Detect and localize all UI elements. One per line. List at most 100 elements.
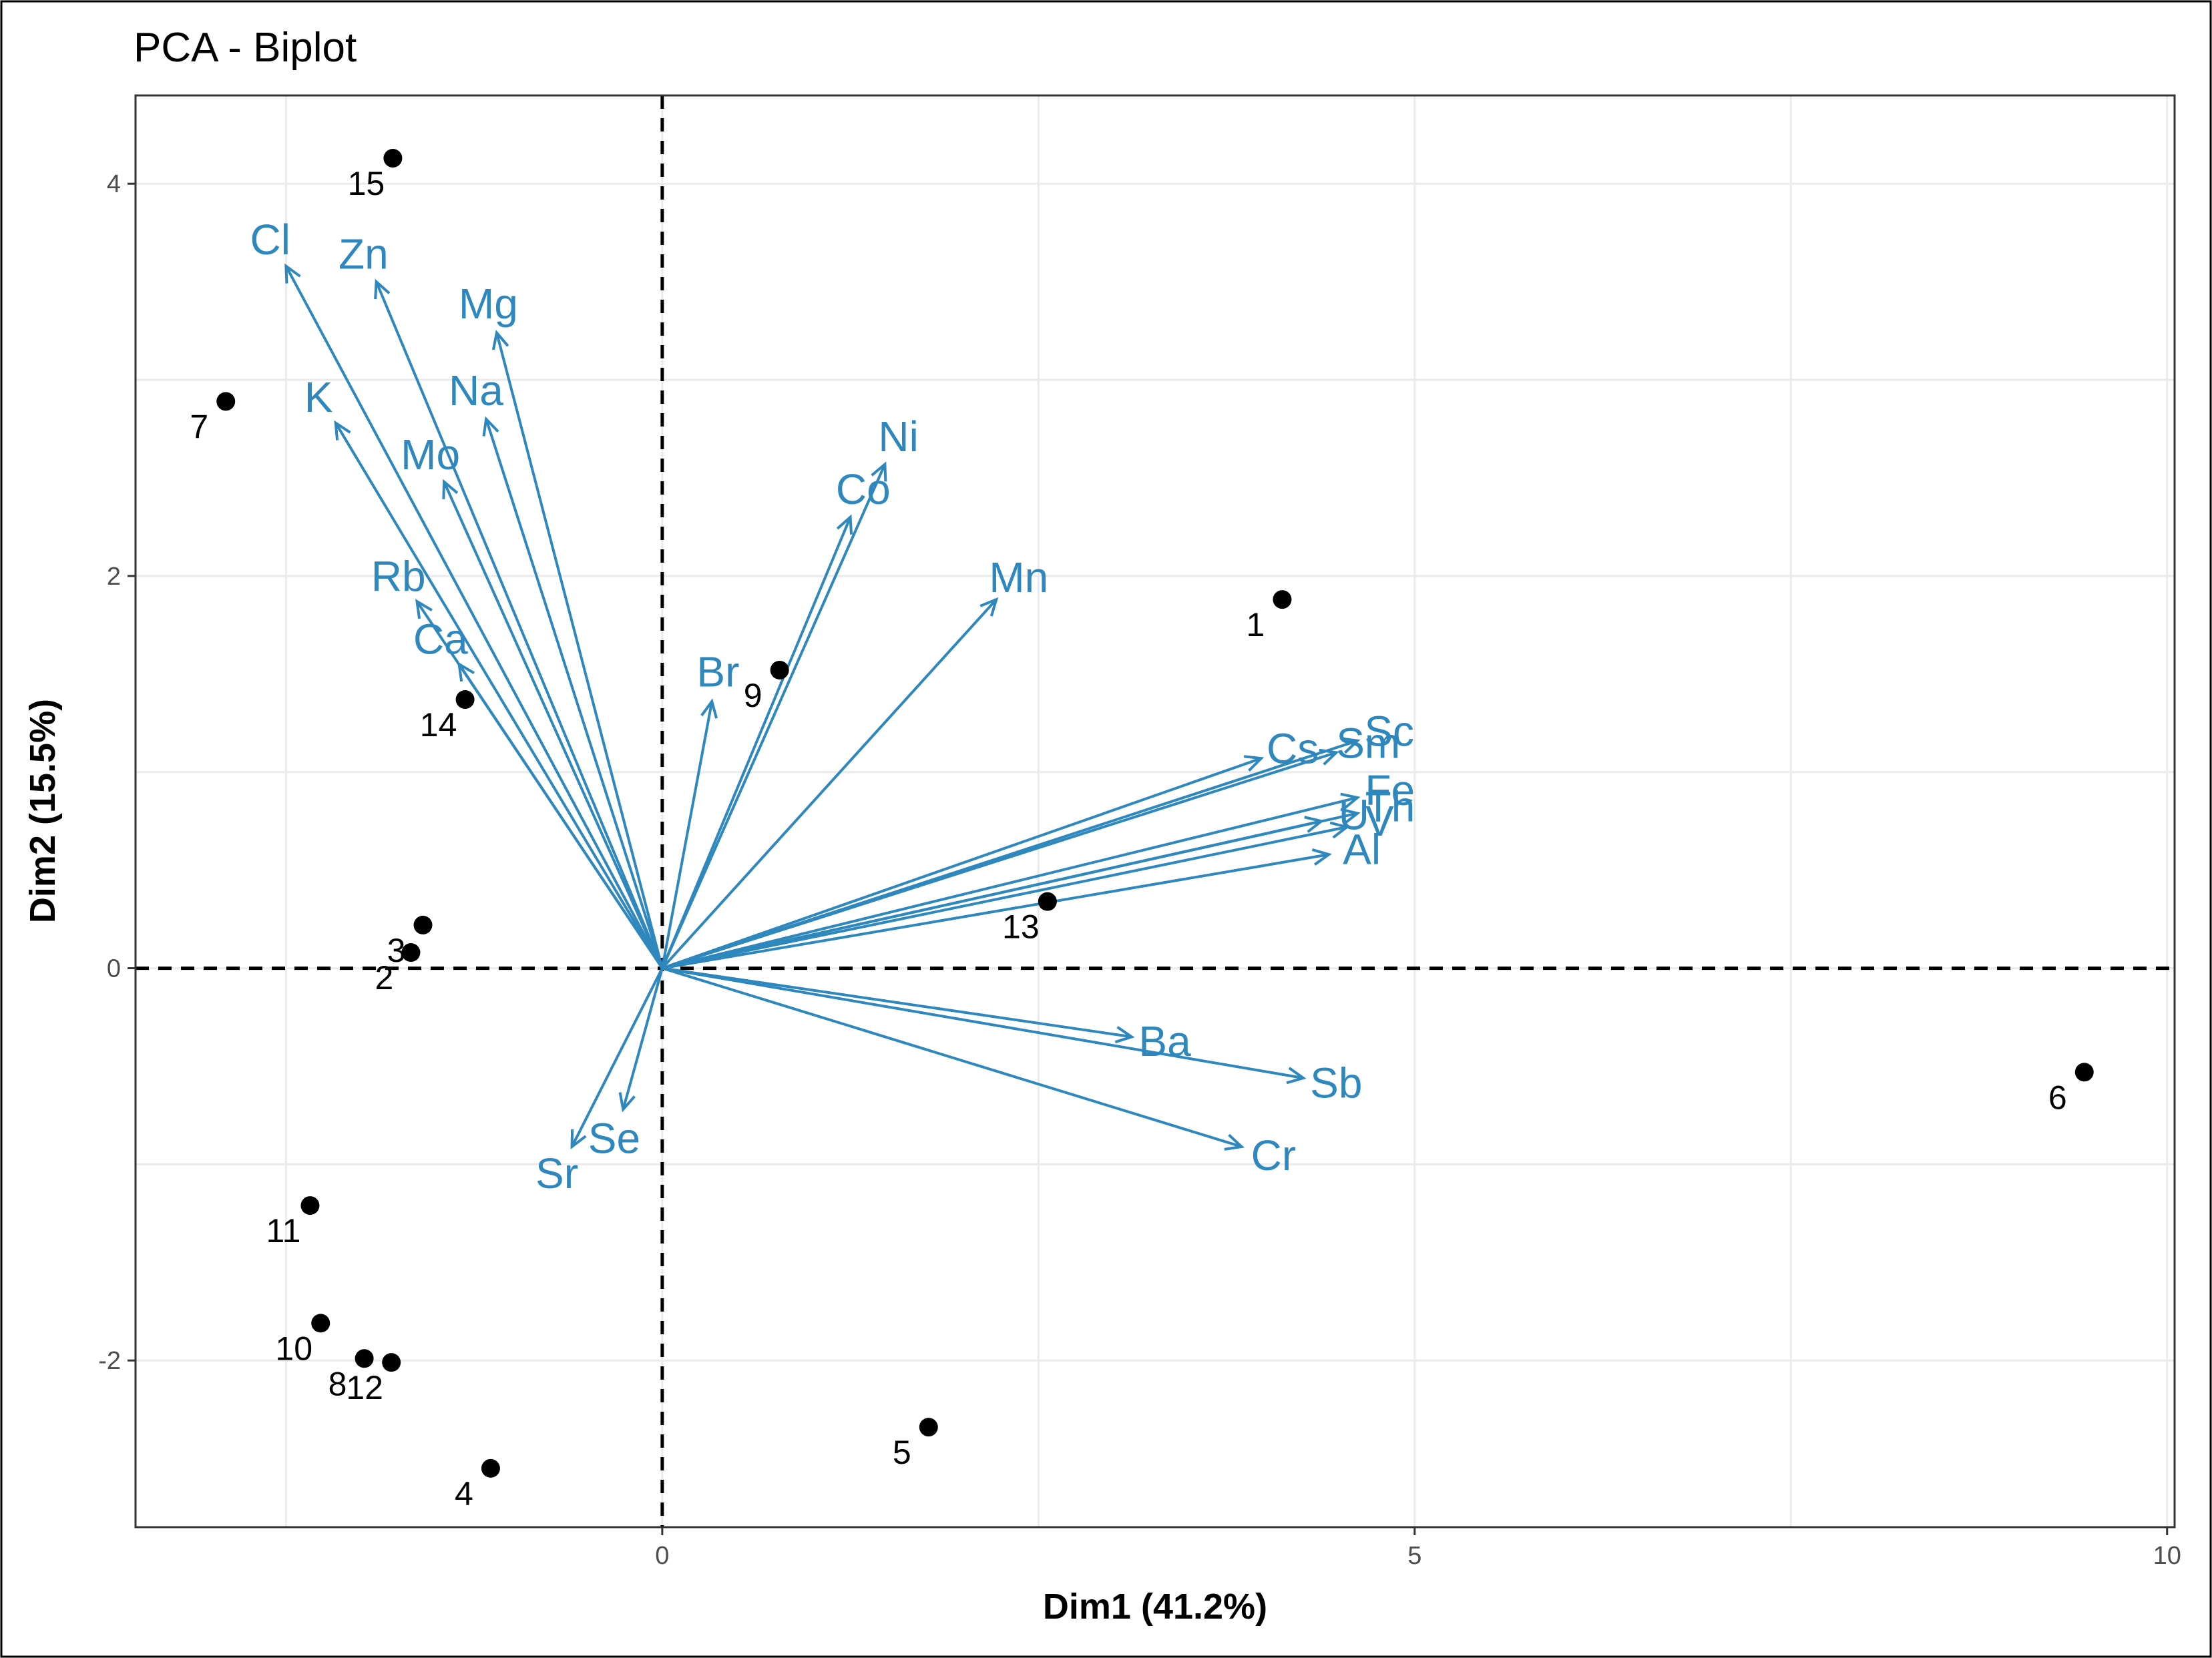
- individual-point-6: 6: [2048, 1063, 2094, 1116]
- variable-label: Fe: [1365, 766, 1415, 814]
- arrow-head: [1340, 808, 1361, 826]
- arrow-head: [1224, 1133, 1245, 1151]
- arrow-head: [1340, 792, 1361, 810]
- arrow-shaft: [284, 265, 664, 969]
- point-label: 11: [266, 1212, 300, 1250]
- point-marker: [1273, 590, 1292, 609]
- variable-arrow-mg: Mg: [459, 280, 664, 969]
- arrow-head: [871, 461, 887, 482]
- variable-label: Se: [588, 1114, 640, 1162]
- variable-arrow-zn: Zn: [339, 230, 664, 969]
- arrow-shaft: [662, 966, 1243, 1148]
- variable-arrow-sr: Sr: [535, 967, 664, 1197]
- point-marker: [919, 1418, 938, 1437]
- individual-point-11: 11: [266, 1196, 320, 1250]
- point-marker: [216, 392, 236, 411]
- variable-label: Zn: [339, 230, 389, 278]
- arrow-shaft: [622, 968, 664, 1110]
- arrow-head: [1243, 755, 1265, 772]
- variable-label: V: [1365, 797, 1394, 845]
- individual-point-13: 13: [1002, 892, 1057, 946]
- arrow-head: [1114, 1026, 1135, 1044]
- point-marker: [481, 1458, 500, 1478]
- arrow-head: [482, 416, 499, 437]
- variable-label: Sc: [1364, 708, 1414, 756]
- variable-label: Ni: [878, 412, 918, 461]
- point-label: 13: [1002, 908, 1040, 946]
- variable-label: Na: [449, 366, 503, 414]
- arrow-head: [442, 479, 459, 499]
- x-tick-label: 0: [655, 1542, 669, 1570]
- individual-point-7: 7: [190, 392, 236, 445]
- variable-label: Sr: [535, 1149, 578, 1197]
- arrow-shaft: [661, 516, 852, 969]
- y-tick-label: -2: [98, 1347, 121, 1375]
- variable-arrow-co: Co: [661, 465, 891, 969]
- y-tick-label: 4: [107, 170, 121, 198]
- arrow-shaft: [660, 701, 714, 969]
- variable-arrow-al: Al: [662, 826, 1381, 970]
- x-axis-title: Dim1 (41.2%): [1043, 1587, 1267, 1627]
- arrow-head: [415, 599, 433, 619]
- arrow-shaft: [661, 598, 998, 969]
- individual-point-14: 14: [420, 690, 475, 744]
- arrow-shaft: [662, 757, 1262, 970]
- variable-label: K: [304, 373, 333, 421]
- variable-arrow-cs: Cs: [662, 724, 1319, 970]
- variable-label: Cs: [1267, 724, 1319, 772]
- variable-arrow-sb: Sb: [662, 966, 1362, 1107]
- individual-point-9: 9: [744, 660, 789, 714]
- arrow-head: [1340, 737, 1361, 754]
- arrow-head: [1329, 821, 1350, 839]
- point-label: 1: [1247, 606, 1265, 643]
- point-label: 8: [328, 1365, 347, 1402]
- point-marker: [382, 1353, 401, 1372]
- point-label: 6: [2048, 1079, 2067, 1116]
- individual-point-10: 10: [275, 1314, 330, 1367]
- point-label: 9: [744, 677, 762, 714]
- arrow-shaft: [495, 332, 664, 969]
- variable-arrow-fe: Fe: [662, 766, 1415, 970]
- chart-title: PCA - Biplot: [134, 25, 357, 71]
- arrow-shaft: [662, 796, 1358, 970]
- variable-label: Sm: [1336, 720, 1400, 768]
- variable-label: Sb: [1310, 1059, 1362, 1107]
- arrow-head: [284, 263, 301, 284]
- reference-lines: [136, 95, 2175, 1527]
- point-marker: [311, 1314, 330, 1333]
- individual-point-2: 2: [375, 943, 421, 997]
- individual-point-12: 12: [346, 1353, 401, 1406]
- y-tick-label: 2: [107, 563, 121, 591]
- variable-arrow-ca: Ca: [413, 615, 664, 969]
- individual-point-3: 3: [387, 915, 433, 969]
- variable-label: Ca: [413, 615, 468, 663]
- plot-panel-border: [134, 94, 2176, 1529]
- variable-arrow-na: Na: [449, 366, 664, 969]
- arrow-shaft: [662, 826, 1347, 970]
- point-marker: [1038, 892, 1057, 911]
- arrow-head: [1286, 1067, 1307, 1085]
- variable-label: Mg: [459, 280, 518, 328]
- individual-point-5: 5: [893, 1418, 938, 1471]
- point-marker: [300, 1196, 320, 1215]
- variable-arrow-ni: Ni: [661, 412, 919, 969]
- point-label: 12: [346, 1369, 383, 1406]
- point-label: 15: [348, 165, 385, 202]
- variable-label: Co: [836, 465, 891, 513]
- arrow-shaft: [662, 966, 1132, 1039]
- axis-ticks: 0 5 10 -2 0 2 4: [98, 170, 2181, 1570]
- y-tick-label: 0: [107, 955, 121, 983]
- gridlines: [136, 95, 2175, 1527]
- variable-arrow-k: K: [304, 373, 664, 969]
- arrow-head: [836, 514, 853, 535]
- point-label: 7: [190, 408, 208, 445]
- variable-arrow-cr: Cr: [662, 966, 1296, 1179]
- arrow-shaft: [662, 966, 1304, 1080]
- point-label: 2: [375, 959, 394, 997]
- variable-arrow-ba: Ba: [662, 966, 1191, 1065]
- arrow-shaft: [375, 281, 664, 969]
- variable-arrow-br: Br: [660, 648, 739, 969]
- arrow-head: [1304, 816, 1325, 833]
- variable-arrow-mo: Mo: [401, 431, 664, 969]
